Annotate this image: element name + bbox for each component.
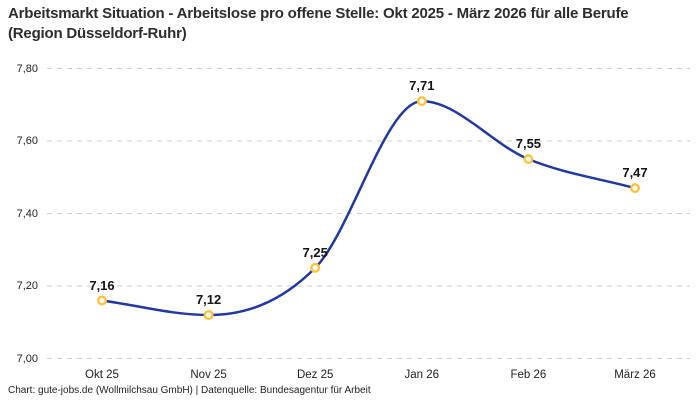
- chart-source-footer: Chart: gute-jobs.de (Wollmilchsau GmbH) …: [8, 385, 371, 396]
- data-point-marker: [630, 183, 641, 194]
- y-axis-tick-label: 7,20: [16, 280, 38, 292]
- y-axis-tick-label: 7,60: [16, 135, 38, 147]
- data-point-value-label: 7,25: [302, 244, 328, 260]
- y-axis-tick-label: 7,80: [16, 62, 38, 75]
- x-axis-tick-label: Okt 25: [85, 369, 119, 381]
- y-axis-tick-label: 7,40: [16, 207, 38, 220]
- x-axis-tick-label: Feb 26: [510, 369, 547, 381]
- x-axis-tick-label: Nov 25: [190, 369, 227, 381]
- x-axis-tick-label: Jan 26: [404, 369, 440, 381]
- data-point-marker: [523, 154, 534, 165]
- data-point-marker: [96, 295, 107, 306]
- data-point-marker: [203, 310, 214, 321]
- x-axis-tick-label: Dez 25: [296, 369, 334, 381]
- data-point-value-label: 7,12: [195, 292, 222, 307]
- data-point-marker: [416, 96, 427, 107]
- data-point-marker: [310, 262, 321, 273]
- x-axis-tick-label: März 26: [614, 369, 656, 381]
- data-point-value-label: 7,71: [409, 78, 435, 94]
- data-point-value-label: 7,47: [622, 165, 648, 181]
- chart-title: Arbeitsmarkt Situation - Arbeitslose pro…: [8, 5, 629, 42]
- data-series-line: [100, 99, 637, 317]
- data-point-value-label: 7,55: [515, 136, 542, 152]
- y-axis-tick-label: 7,00: [16, 352, 38, 365]
- data-point-value-label: 7,16: [89, 277, 115, 293]
